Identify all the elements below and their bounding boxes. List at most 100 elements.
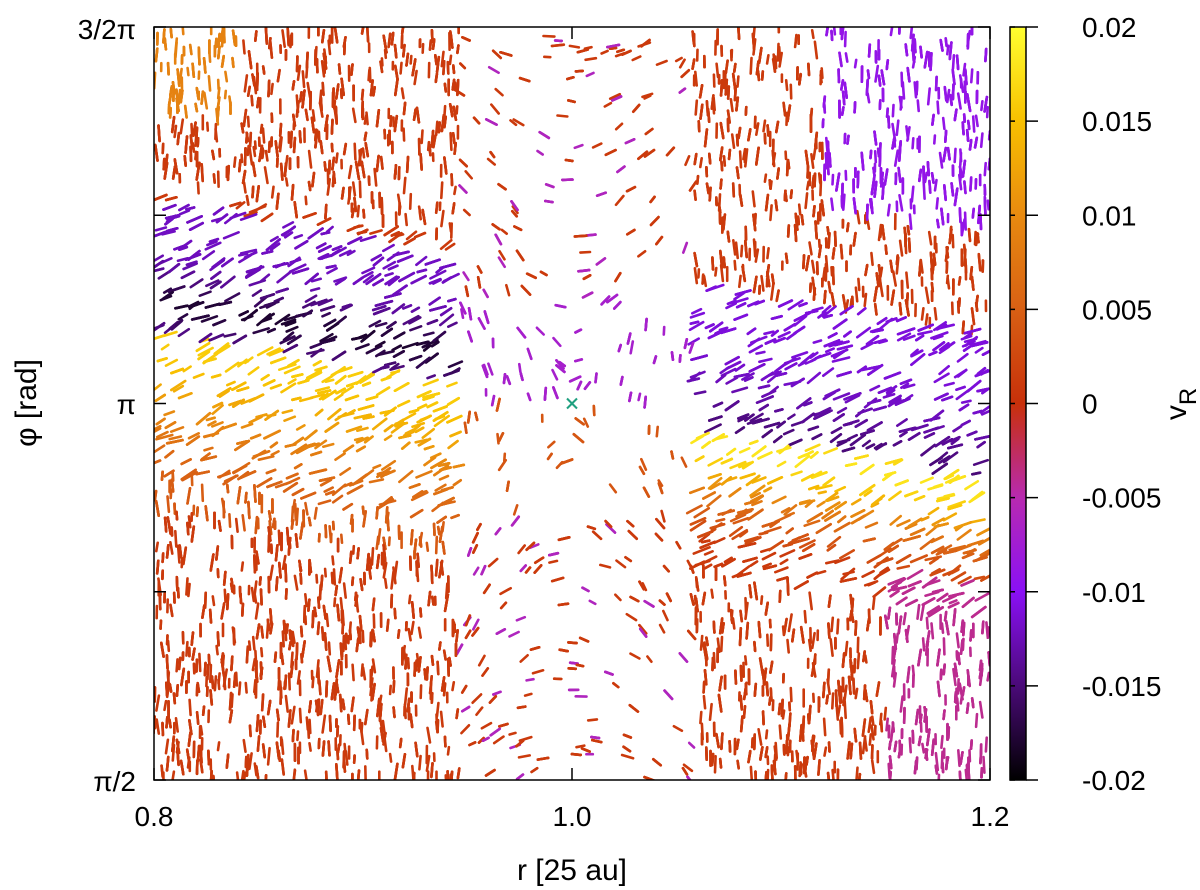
velocity-vector (368, 478, 385, 484)
velocity-vector (190, 122, 194, 137)
velocity-vector (368, 319, 382, 328)
velocity-vector (464, 170, 474, 180)
velocity-vector (178, 209, 191, 216)
velocity-vector (166, 495, 171, 514)
velocity-vector (874, 64, 880, 83)
velocity-vector (321, 311, 332, 318)
velocity-vector (924, 313, 929, 326)
velocity-vector (551, 368, 559, 381)
velocity-vector (715, 517, 726, 523)
velocity-vector (224, 70, 229, 83)
velocity-vector (728, 525, 744, 538)
velocity-vector (407, 627, 412, 642)
velocity-vector (693, 266, 699, 285)
velocity-vector (861, 569, 875, 579)
velocity-vector (223, 588, 227, 603)
velocity-vector (253, 203, 268, 213)
velocity-vector (714, 266, 718, 277)
velocity-vector (923, 171, 928, 184)
velocity-vector (690, 307, 703, 315)
velocity-vector (789, 686, 793, 703)
velocity-vector (870, 759, 876, 775)
velocity-vector (731, 239, 737, 256)
velocity-vector (855, 766, 859, 780)
velocity-vector (254, 602, 260, 620)
velocity-vector (285, 325, 299, 333)
velocity-vector (552, 336, 562, 348)
velocity-vector (625, 612, 638, 622)
velocity-vector (933, 372, 950, 384)
velocity-vector (855, 209, 861, 225)
velocity-vector (821, 305, 837, 318)
velocity-vector (206, 663, 210, 681)
velocity-vector (448, 222, 453, 233)
velocity-vector (748, 344, 764, 354)
velocity-vector (508, 630, 520, 638)
velocity-vector (766, 370, 782, 384)
velocity-vector (853, 58, 858, 69)
velocity-vector (823, 746, 828, 757)
velocity-vector (854, 687, 859, 700)
velocity-vector (173, 124, 178, 139)
velocity-vector (608, 483, 618, 494)
velocity-vector (223, 332, 237, 338)
velocity-vector (877, 339, 889, 345)
velocity-vector (155, 433, 174, 441)
velocity-vector (372, 463, 382, 470)
velocity-vector (508, 731, 517, 736)
velocity-vector (181, 470, 199, 482)
velocity-vector (613, 593, 622, 602)
velocity-vector (938, 364, 951, 376)
velocity-vector (945, 88, 951, 104)
velocity-vector (803, 609, 808, 624)
velocity-vector (737, 415, 748, 423)
velocity-vector (715, 62, 720, 79)
velocity-vector (729, 98, 734, 113)
velocity-vector (822, 717, 827, 737)
velocity-vector (614, 194, 625, 207)
velocity-vector (919, 602, 926, 622)
velocity-vector (885, 717, 890, 732)
velocity-vector (536, 149, 545, 156)
velocity-vector (734, 241, 740, 260)
velocity-vector (909, 27, 914, 40)
velocity-vector (956, 352, 969, 363)
velocity-vector (177, 313, 189, 321)
velocity-vector (797, 203, 802, 216)
velocity-vector (742, 147, 747, 161)
velocity-vector (368, 66, 372, 83)
velocity-vector (787, 299, 804, 311)
velocity-vector (154, 226, 168, 232)
velocity-vector (216, 86, 221, 100)
velocity-vector (240, 422, 254, 429)
velocity-vector (821, 367, 835, 378)
velocity-vector (472, 566, 480, 576)
vector-field (154, 27, 990, 780)
velocity-vector (515, 615, 527, 622)
velocity-vector (365, 111, 369, 126)
velocity-vector (208, 51, 212, 64)
velocity-vector (573, 143, 584, 150)
velocity-vector (951, 233, 955, 249)
velocity-vector (192, 372, 205, 379)
velocity-vector (189, 278, 204, 289)
velocity-vector (318, 392, 329, 401)
velocity-vector (224, 361, 240, 373)
velocity-vector (591, 142, 603, 149)
velocity-vector (895, 119, 900, 137)
velocity-vector (497, 256, 507, 269)
velocity-vector (824, 347, 836, 354)
velocity-vector (739, 244, 744, 258)
velocity-vector (187, 431, 200, 440)
velocity-vector (209, 663, 213, 684)
velocity-vector (243, 74, 249, 93)
velocity-vector (233, 156, 237, 168)
velocity-vector (620, 753, 635, 760)
velocity-vector (268, 348, 284, 357)
velocity-vector (974, 591, 990, 602)
velocity-vector (765, 633, 770, 648)
velocity-vector (447, 360, 464, 369)
velocity-vector (477, 654, 486, 667)
velocity-vector (315, 573, 319, 584)
velocity-vector (373, 167, 378, 187)
